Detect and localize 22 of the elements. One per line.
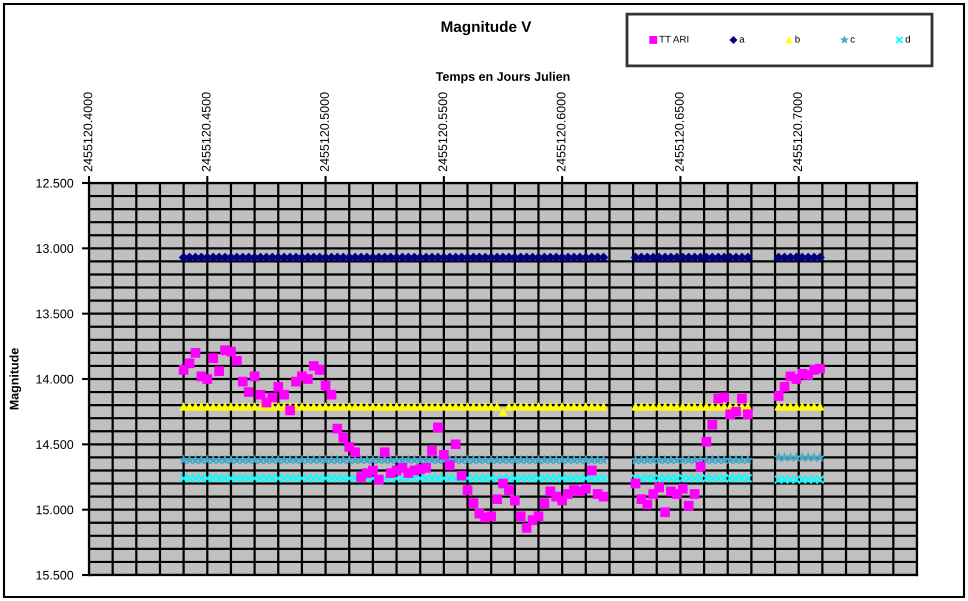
x-tick-label: 2455120.4500 <box>202 92 211 172</box>
x-tick-label: 2455120.5500 <box>438 92 448 172</box>
legend-label: TT ARI <box>659 36 688 43</box>
legend-label: c <box>850 37 855 43</box>
y-tick-label: 13.000 <box>36 244 74 253</box>
y-axis-title: Magnitude <box>9 348 22 410</box>
y-tick-label: 15.000 <box>36 505 74 514</box>
y-tick-label: 14.500 <box>36 440 74 449</box>
x-tick-label: 2455120.6000 <box>556 92 566 172</box>
legend-label: b <box>795 35 800 43</box>
x-tick-label: 2455120.5000 <box>320 92 329 172</box>
y-tick-label: 14.000 <box>36 374 74 384</box>
legend-label: a <box>740 37 745 43</box>
x-tick-label: 2455120.4000 <box>84 92 92 172</box>
x-tick-label: 2455120.7000 <box>793 92 802 172</box>
y-tick-label: 12.500 <box>36 178 74 188</box>
x-axis-title: Temps en Jours Julien <box>436 72 570 84</box>
chart-title: Magnitude V <box>442 20 532 36</box>
y-tick-label: 13.500 <box>36 309 74 318</box>
y-tick-label: 15.500 <box>36 570 74 580</box>
x-tick-label: 2455120.6500 <box>674 92 684 172</box>
legend-label: d <box>906 35 910 43</box>
